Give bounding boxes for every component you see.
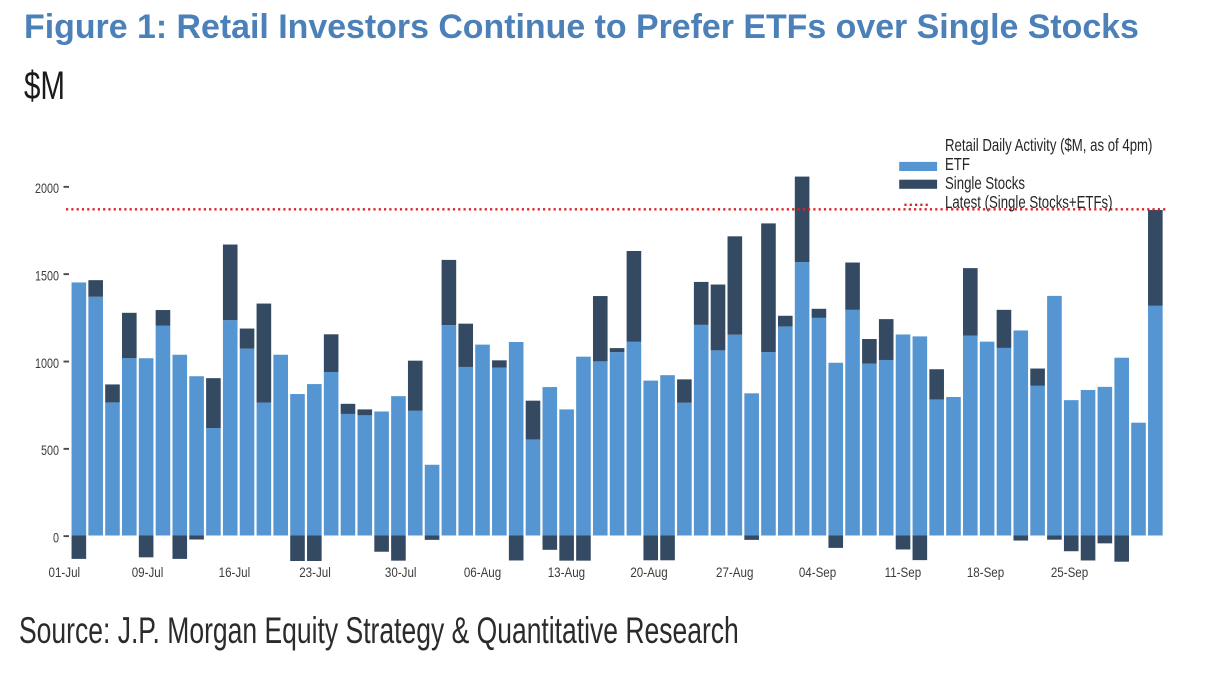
svg-text:09-Jul: 09-Jul — [132, 564, 164, 580]
svg-text:25-Sep: 25-Sep — [1051, 564, 1088, 580]
svg-text:27-Aug: 27-Aug — [716, 564, 753, 580]
svg-text:Retail Daily Activity ($M, as: Retail Daily Activity ($M, as of 4pm) — [945, 136, 1152, 155]
svg-text:23-Jul: 23-Jul — [299, 564, 331, 580]
svg-text:16-Jul: 16-Jul — [219, 564, 251, 580]
svg-text:01-Jul: 01-Jul — [49, 564, 81, 580]
svg-text:500: 500 — [41, 443, 59, 459]
svg-text:11-Sep: 11-Sep — [885, 564, 922, 580]
svg-text:2000: 2000 — [35, 181, 59, 197]
svg-text:ETF: ETF — [945, 155, 970, 174]
svg-text:1000: 1000 — [35, 356, 59, 372]
svg-text:0: 0 — [53, 530, 59, 546]
svg-text:04-Sep: 04-Sep — [799, 564, 836, 580]
svg-text:13-Aug: 13-Aug — [548, 564, 585, 580]
svg-text:30-Jul: 30-Jul — [385, 564, 417, 580]
svg-text:Latest (Single Stocks+ETFs): Latest (Single Stocks+ETFs) — [945, 193, 1113, 212]
svg-text:06-Aug: 06-Aug — [464, 564, 501, 580]
svg-text:18-Sep: 18-Sep — [967, 564, 1004, 580]
svg-text:1500: 1500 — [35, 268, 59, 284]
svg-text:Single Stocks: Single Stocks — [945, 174, 1025, 193]
svg-text:20-Aug: 20-Aug — [630, 564, 667, 580]
